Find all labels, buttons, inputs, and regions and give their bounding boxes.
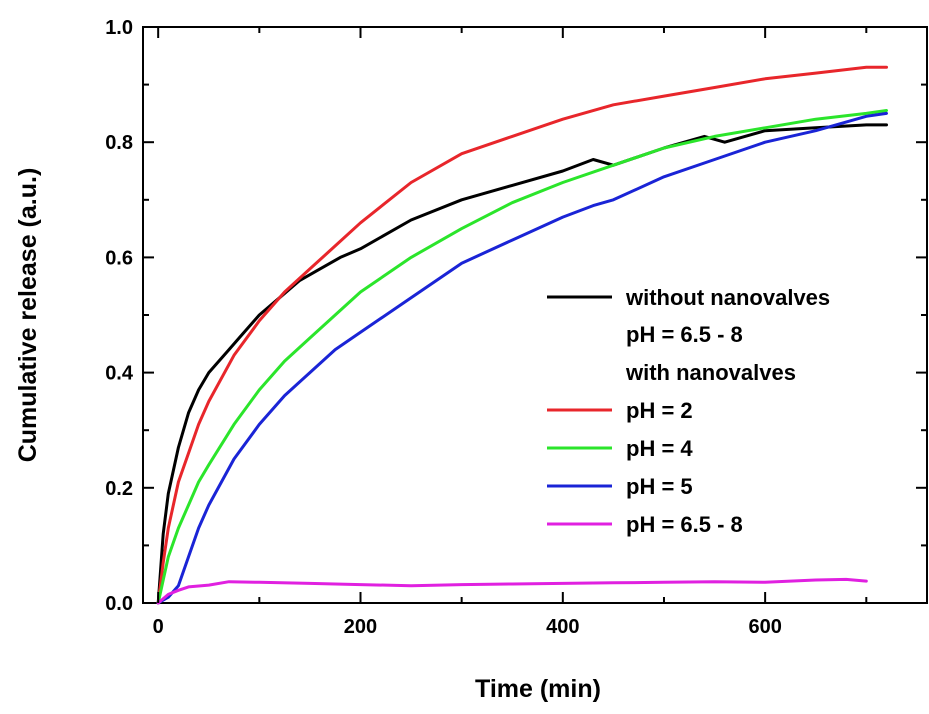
- series-line-ph2: [156, 65, 888, 605]
- legend-sublabel-without: pH = 6.5 - 8: [626, 322, 743, 347]
- legend-label-without: without nanovalves: [625, 285, 830, 310]
- series-layer: [156, 65, 888, 605]
- legend-label-ph5: pH = 5: [626, 474, 693, 499]
- y-tick-label: 0.2: [105, 478, 133, 500]
- series-line-ph65: [156, 577, 868, 605]
- x-tick-label: 200: [344, 616, 377, 638]
- series-line-ph4: [156, 109, 888, 605]
- y-tick-label: 0.4: [105, 363, 134, 385]
- x-tick-label: 0: [153, 616, 164, 638]
- ticks-layer: 0 200 400 600 0.0 0.2 0.4 0.6 0.8 1.0: [105, 17, 927, 638]
- y-tick-label: 0.8: [105, 132, 133, 154]
- y-tick-label: 1.0: [105, 17, 133, 39]
- y-axis-title: Cumulative release (a.u.): [14, 168, 42, 463]
- legend-label-ph4: pH = 4: [626, 436, 693, 461]
- x-axis-title: Time (min): [475, 675, 601, 703]
- y-tick-label: 0.6: [105, 247, 133, 269]
- x-tick-label: 600: [748, 616, 781, 638]
- series-line-ph5: [156, 111, 888, 605]
- legend-label-ph65: pH = 6.5 - 8: [626, 512, 743, 537]
- legend-label-ph2: pH = 2: [626, 398, 693, 423]
- legend-header: with nanovalves: [625, 360, 796, 385]
- x-tick-label: 400: [546, 616, 579, 638]
- y-tick-label: 0.0: [105, 593, 133, 615]
- legend: without nanovalves pH = 6.5 - 8 with nanov…: [547, 285, 830, 537]
